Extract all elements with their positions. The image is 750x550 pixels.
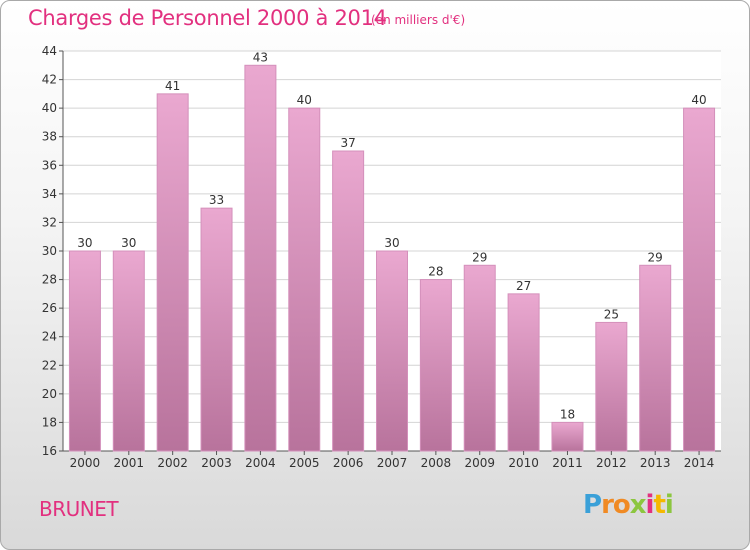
logo-letter: x [629,490,647,520]
x-tick-label: 2009 [464,456,495,470]
y-tick-label: 24 [42,330,57,344]
data-label: 25 [604,307,619,321]
bar [112,250,145,452]
bar [595,321,628,452]
y-tick-label: 42 [42,73,57,87]
logo-letter: i [664,490,674,520]
logo-letter: o [612,490,631,520]
y-tick-label: 26 [42,301,57,315]
x-tick-label: 2010 [508,456,539,470]
y-tick-label: 16 [42,444,57,458]
data-label: 28 [428,265,443,279]
x-tick-label: 2011 [552,456,583,470]
data-label: 33 [209,193,224,207]
bar [288,107,321,452]
bar [507,293,540,452]
y-tick-label: 34 [42,187,57,201]
x-tick-label: 2007 [377,456,408,470]
x-tick-label: 2000 [70,456,101,470]
proxiti-logo[interactable]: Proxiti [583,490,674,520]
x-tick-label: 2014 [684,456,715,470]
y-tick-label: 22 [42,358,57,372]
y-tick-label: 44 [42,44,57,58]
data-label: 40 [297,93,312,107]
data-label: 30 [121,236,136,250]
bar [156,93,189,452]
logo-letter: t [653,490,665,520]
x-tick-label: 2001 [114,456,145,470]
bar [551,421,584,452]
x-tick-label: 2002 [157,456,188,470]
x-tick-label: 2005 [289,456,320,470]
data-label: 43 [253,50,268,64]
y-tick-label: 40 [42,101,57,115]
x-tick-label: 2006 [333,456,364,470]
bar [332,150,365,452]
y-tick-label: 20 [42,387,57,401]
bar [683,107,716,452]
logo-letter: P [583,490,602,520]
x-tick-label: 2012 [596,456,627,470]
bar [376,250,408,452]
data-label: 29 [648,250,663,264]
bar [68,250,101,452]
chart-subtitle: (en milliers d'€) [371,13,466,27]
data-label: 41 [165,79,180,93]
y-tick-label: 18 [42,415,57,429]
bar [463,264,496,452]
y-tick-label: 28 [42,273,57,287]
bar [639,264,672,452]
data-label: 40 [691,93,706,107]
data-label: 18 [560,407,575,421]
logo-letter: i [645,490,655,520]
data-label: 37 [340,136,355,150]
logo-letter: r [601,490,614,520]
data-label: 29 [472,250,487,264]
y-tick-label: 32 [42,215,57,229]
x-tick-label: 2008 [421,456,452,470]
commune-name: BRUNET [39,497,119,521]
y-tick-label: 36 [42,158,57,172]
y-tick-label: 30 [42,244,57,258]
y-tick-label: 38 [42,130,57,144]
x-tick-label: 2003 [201,456,232,470]
bar [244,64,277,452]
bar [200,207,233,452]
data-label: 30 [384,236,399,250]
data-label: 27 [516,279,531,293]
chart-title: Charges de Personnel 2000 à 2014 [28,6,387,30]
x-tick-label: 2004 [245,456,276,470]
x-tick-label: 2013 [640,456,671,470]
data-label: 30 [77,236,92,250]
bar [419,279,452,452]
